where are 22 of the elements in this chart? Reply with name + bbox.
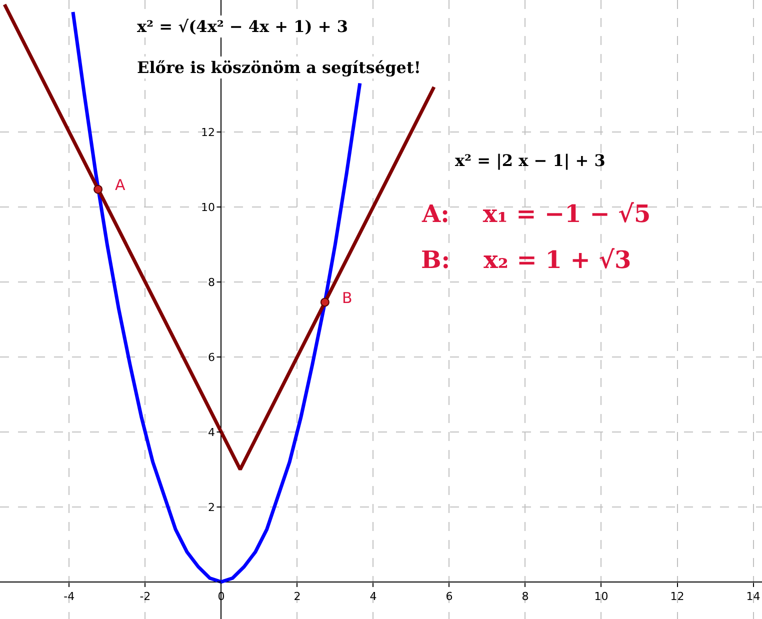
- y-tick-label: 10: [200, 200, 215, 214]
- annotation: A: x₁ = −1 − √5: [421, 199, 651, 228]
- x-tick-label: 12: [670, 590, 684, 604]
- y-tick-label: 2: [208, 500, 215, 514]
- annotation: x² = |2 x − 1| + 3: [455, 151, 606, 170]
- x-tick-label: 8: [522, 590, 529, 604]
- annotation: x² = √(4x² − 4x + 1) + 3: [137, 17, 348, 36]
- annotation: Előre is köszönöm a segítséget!: [137, 58, 421, 77]
- annotation: B: x₂ = 1 + √3: [421, 245, 632, 274]
- annotation: A: [115, 176, 126, 194]
- x-tick-label: -2: [140, 590, 151, 604]
- y-tick-label: 4: [208, 426, 215, 439]
- annotation: B: [342, 289, 352, 307]
- y-tick-label: 6: [208, 350, 215, 364]
- x-tick-label: 14: [746, 590, 760, 604]
- y-tick-label: 12: [200, 126, 215, 139]
- x-tick-label: -4: [64, 590, 75, 604]
- x-tick-label: 2: [294, 590, 301, 604]
- x-tick-label: 6: [446, 590, 453, 604]
- y-tick-label: 8: [208, 276, 215, 289]
- x-tick-label: 10: [594, 590, 608, 604]
- x-tick-label: 4: [370, 590, 377, 604]
